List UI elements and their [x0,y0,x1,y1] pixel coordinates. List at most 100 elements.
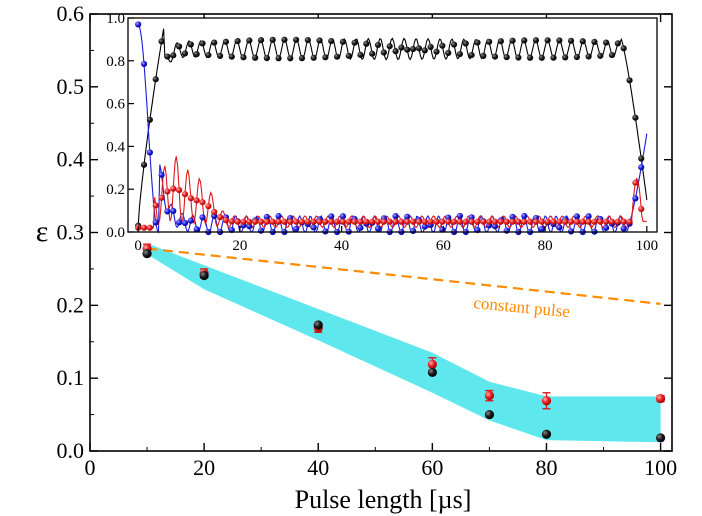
blue-inset-point [491,223,499,230]
black-inset-point [281,36,288,43]
black-inset-point [222,38,230,45]
red-inset-point [620,218,627,225]
black-inset-point [503,54,510,61]
red-inset-point [538,218,545,225]
blue-inset-point [140,60,148,68]
main-axes: 0 20 40 60 80 100 0.0 0.1 0.2 0.3 0.4 0.5 0.6 [57,1,678,480]
black-inset-point [550,54,557,61]
blue-inset-point [181,219,189,227]
y-tick-label: 0.1 [57,365,85,390]
blue-inset-point [158,171,165,178]
black-inset-point [421,47,428,54]
black-inset-point [585,53,592,60]
band-area [147,243,661,443]
red-inset-point [222,217,230,224]
blue-inset-point [293,225,300,233]
black-inset-point [152,76,159,83]
black-inset-point [614,40,621,47]
black-inset-point [316,37,323,44]
red-inset-point [486,218,493,225]
red-inset-point [632,179,639,186]
black-inset-point [228,53,235,60]
blue-inset-point [404,213,411,220]
black-inset-point [538,54,545,61]
red-inset-point [246,218,253,225]
black-inset-point [158,38,165,45]
red-inset-point [281,218,288,225]
red-inset-point [310,218,317,225]
black-inset-point [380,49,387,56]
black-inset-point [562,54,569,61]
black-inset-point [526,54,534,61]
blue-inset-point [146,149,153,156]
red-inset-point [567,218,575,225]
red-inset-point [199,199,206,206]
black-data-point [484,409,495,420]
red-inset-point [515,218,522,225]
red-inset-point [603,218,610,225]
x-axis-title: Pulse length [µs] [295,485,472,514]
red-inset-point [509,218,516,225]
red-data-point [655,393,666,404]
blue-inset-point [585,213,592,220]
red-inset-point [380,218,387,225]
red-inset-point [263,218,270,225]
red-inset-point [158,194,165,201]
red-inset-point [164,188,171,195]
red-inset-point [491,218,499,225]
y-axis-title: ε [36,215,49,248]
red-inset-point [433,218,440,225]
inset-y-tick-label: 0.6 [106,97,125,113]
black-inset-point [310,54,317,61]
inset-data-points [135,21,645,236]
red-inset-point [544,218,551,225]
black-inset-point [246,37,253,44]
x-tick-label: 40 [307,455,329,480]
black-inset-point [497,38,504,45]
blue-inset-point [339,213,347,220]
inset-y-tick-label: 0.4 [106,139,125,155]
inset-x-tick-label: 0 [134,238,142,254]
black-data-point [655,433,666,443]
black-inset-point [398,44,405,51]
black-inset-point [579,38,586,45]
black-inset-point [369,50,376,57]
x-tick-label: 20 [193,455,215,480]
blue-inset-point [246,223,253,230]
red-inset-point [573,218,580,225]
red-data-point [484,391,495,401]
red-inset-point [462,218,469,225]
black-inset-point [345,52,352,59]
red-inset-point [392,218,399,225]
black-inset-point [410,45,417,53]
blue-inset-point [176,219,183,226]
red-inset-point [526,218,534,225]
red-inset-point [252,218,259,225]
black-inset-point [404,46,411,53]
black-inset-point [211,39,218,46]
red-inset-point [351,218,358,225]
inset-y-tick-label: 0.2 [106,182,125,198]
blue-inset-point [164,208,171,215]
black-inset-point [567,37,575,44]
red-inset-point [585,218,592,225]
black-inset-point [591,38,598,45]
black-inset-point [462,40,469,47]
black-inset-point [509,37,516,44]
blue-inset-point [421,223,428,230]
blue-inset-point [187,217,194,224]
blue-inset-point [135,21,142,28]
red-inset-point [468,218,475,225]
black-inset-point [357,51,364,58]
blue-inset-point [556,224,563,231]
black-inset-point [205,51,212,59]
red-inset-point [228,218,235,225]
red-inset-point [216,214,224,221]
red-inset-point [176,186,183,194]
red-inset-point [445,218,452,225]
inset-frame [127,17,658,233]
black-inset-point [298,55,306,62]
red-curve [138,156,647,229]
black-inset-point [351,39,358,46]
blue-inset-point [538,225,545,233]
